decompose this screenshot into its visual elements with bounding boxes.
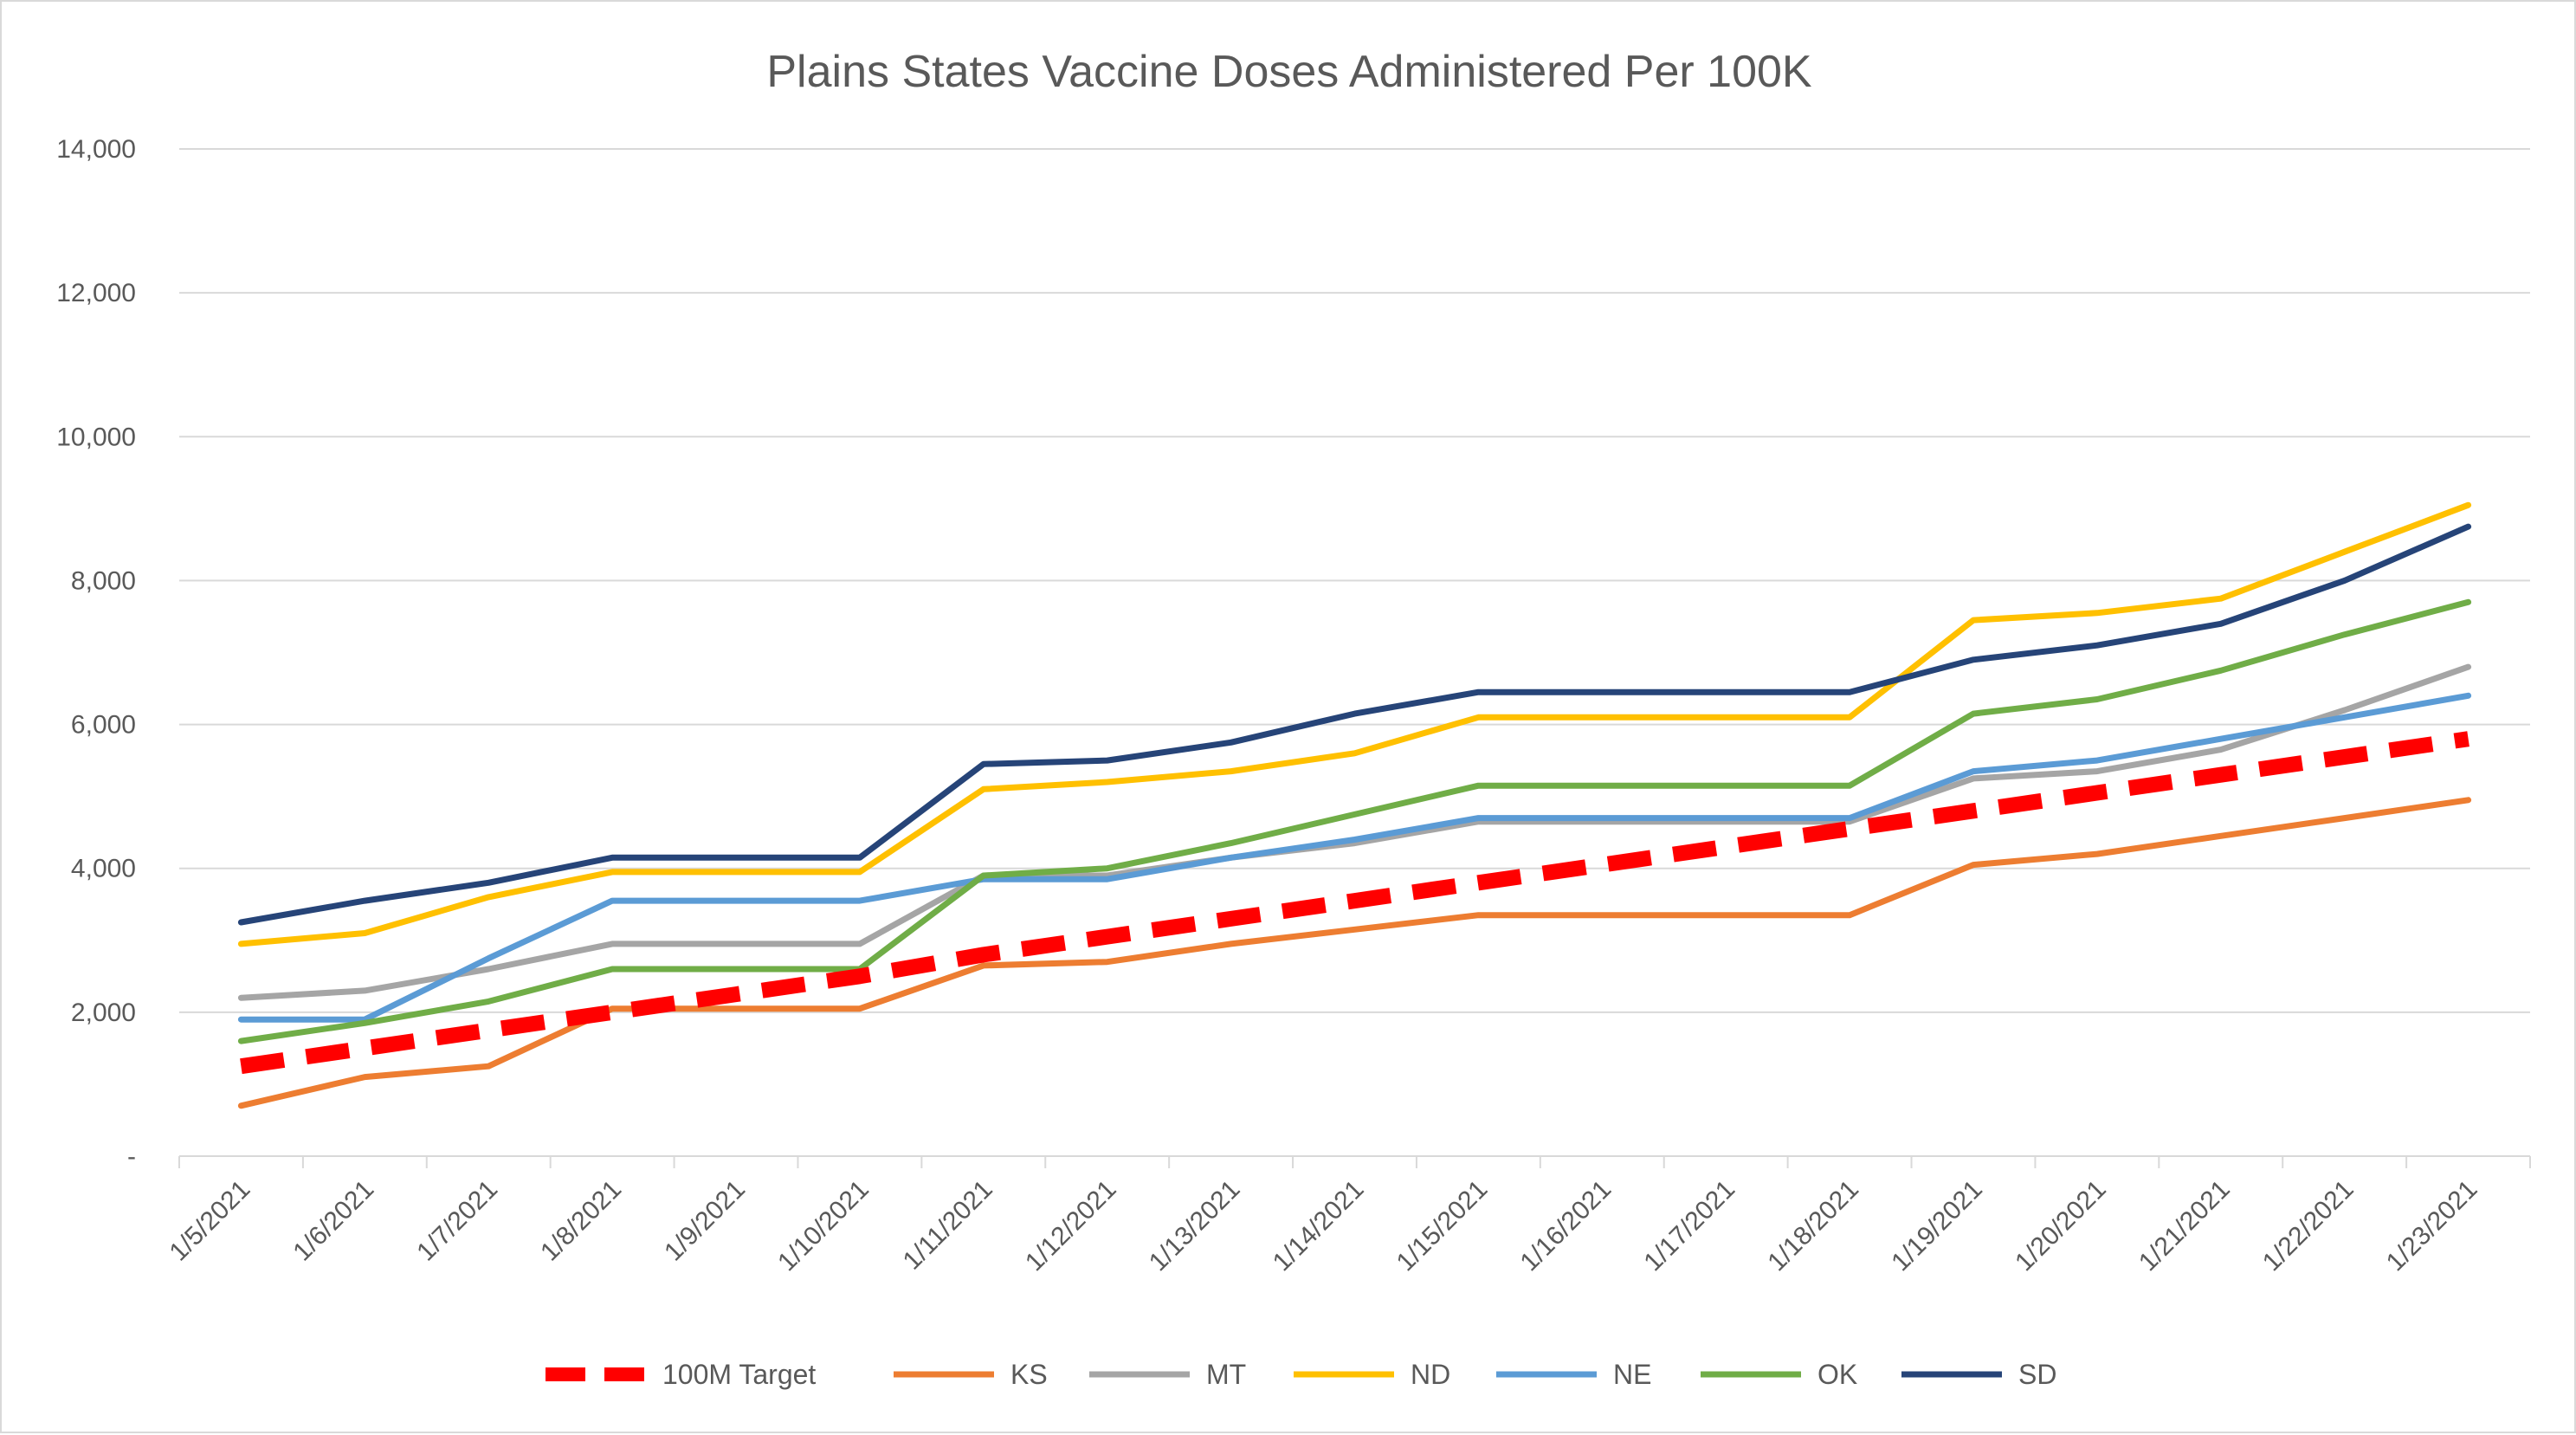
x-tick-label: 1/16/2021: [1515, 1175, 1617, 1277]
x-tick-label: 1/23/2021: [2381, 1175, 2483, 1277]
y-tick-label: -: [127, 1142, 136, 1171]
y-tick-label: 4,000: [71, 855, 136, 883]
x-tick-label: 1/21/2021: [2134, 1175, 2236, 1277]
axes: - 2,000 4,000 6,000 8,000 10,000 12,000 14,000 1…: [56, 135, 2531, 1277]
y-tick-label: 14,000: [56, 135, 136, 164]
y-tick-label: 2,000: [71, 999, 136, 1027]
legend: 100M Target KS MT ND NE OK SD: [546, 1359, 2056, 1390]
series-line-sd: [237, 523, 2472, 926]
y-tick-label: 6,000: [71, 711, 136, 740]
x-tick-label: 1/7/2021: [411, 1175, 503, 1267]
y-tick-label: 10,000: [56, 423, 136, 451]
x-tick-label: 1/14/2021: [1268, 1175, 1370, 1277]
series-lines: [237, 501, 2472, 1109]
y-tick-label: 8,000: [71, 566, 136, 595]
x-tick-label: 1/12/2021: [1020, 1175, 1122, 1277]
series-line-100m-target: [240, 731, 2469, 1075]
x-tick-label: 1/18/2021: [1762, 1175, 1864, 1277]
x-tick-label: 1/22/2021: [2257, 1175, 2360, 1277]
series-line-ok: [237, 598, 2472, 1044]
y-tick-label: 12,000: [56, 279, 136, 307]
legend-label-ks: KS: [1010, 1359, 1048, 1390]
x-tick-label: 1/15/2021: [1391, 1175, 1494, 1277]
x-tick-label: 1/9/2021: [659, 1175, 751, 1267]
x-tick-label: 1/8/2021: [535, 1175, 627, 1267]
x-tick-label: 1/5/2021: [164, 1175, 255, 1267]
legend-label-mt: MT: [1206, 1359, 1246, 1390]
x-tick-label: 1/17/2021: [1638, 1175, 1740, 1277]
x-tick-label: 1/11/2021: [898, 1175, 998, 1276]
series-line-mt: [237, 663, 2472, 1001]
gridlines: [179, 148, 2530, 1013]
x-tick-label: 1/6/2021: [287, 1175, 379, 1267]
legend-label-nd: ND: [1411, 1359, 1450, 1390]
x-tick-label: 1/13/2021: [1144, 1175, 1246, 1277]
legend-label-ok: OK: [1817, 1359, 1857, 1390]
x-tick-label: 1/10/2021: [772, 1175, 875, 1277]
x-tick-label: 1/20/2021: [2010, 1175, 2112, 1277]
series-line-nd: [237, 501, 2472, 947]
x-tick-label: 1/19/2021: [1886, 1175, 1988, 1277]
legend-label-sd: SD: [2018, 1359, 2056, 1390]
chart-title: Plains States Vaccine Doses Administered…: [766, 47, 1812, 97]
series-line-ks: [237, 797, 2472, 1109]
legend-label-ne: NE: [1613, 1359, 1651, 1390]
legend-label-100m-target: 100M Target: [662, 1359, 816, 1390]
series-line-ne: [237, 692, 2472, 1023]
